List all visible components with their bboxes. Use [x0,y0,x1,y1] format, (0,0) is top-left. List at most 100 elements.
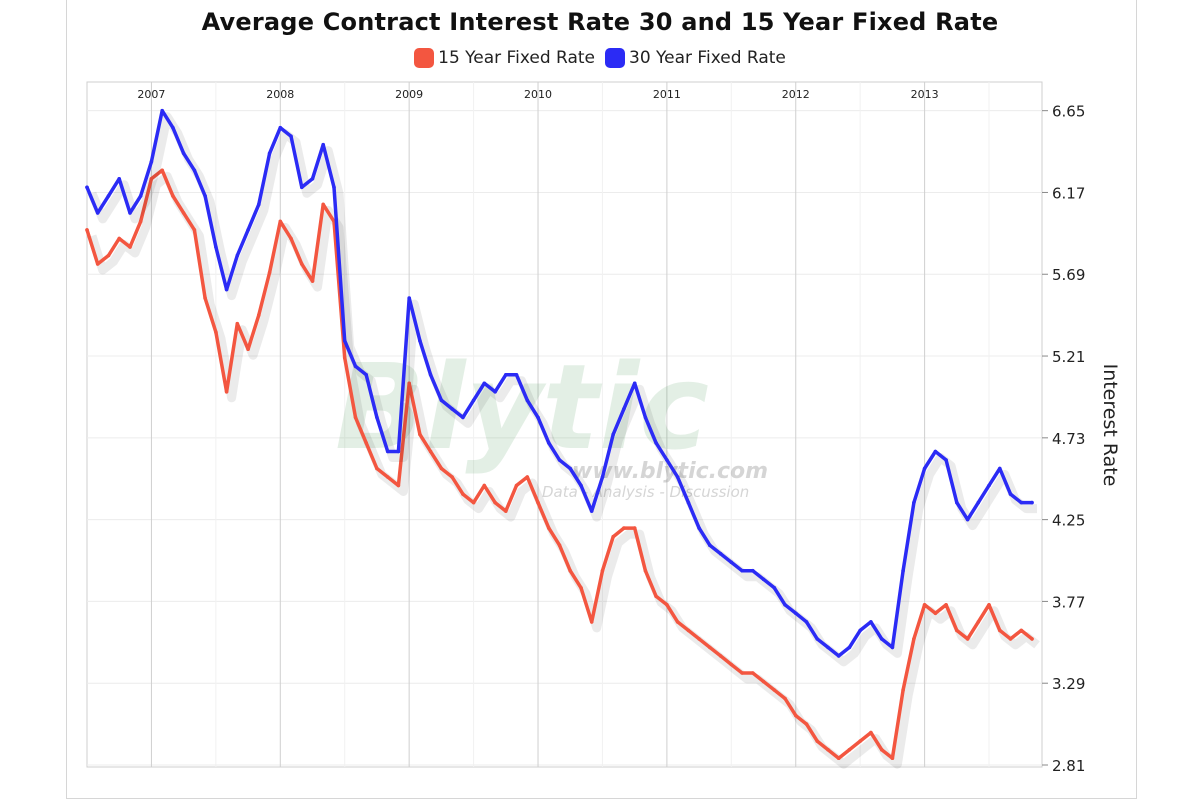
data-point[interactable] [149,177,154,181]
data-point[interactable] [998,628,1002,633]
data-point[interactable] [428,373,433,377]
data-point[interactable] [826,747,830,752]
data-point[interactable] [461,492,465,496]
data-point[interactable] [85,185,89,190]
data-point[interactable] [665,603,669,607]
data-point[interactable] [1019,628,1024,633]
data-point[interactable] [697,637,701,641]
data-point[interactable] [106,253,111,258]
data-point[interactable] [965,637,970,641]
data-point[interactable] [922,466,927,471]
data-point[interactable] [675,475,680,479]
data-point[interactable] [192,168,197,173]
data-point[interactable] [117,236,121,241]
data-point[interactable] [568,568,572,573]
data-point[interactable] [257,313,261,317]
data-point[interactable] [536,500,540,505]
data-point[interactable] [224,390,229,394]
data-point[interactable] [428,449,433,454]
data-point[interactable] [482,381,487,386]
data-point[interactable] [675,620,680,624]
data-point[interactable] [879,747,884,752]
data-point[interactable] [461,415,465,420]
data-point[interactable] [1030,637,1034,641]
data-point[interactable] [407,381,412,386]
data-point[interactable] [890,645,895,650]
data-point[interactable] [289,134,293,138]
data-point[interactable] [847,645,852,650]
data-point[interactable] [214,245,218,249]
data-point[interactable] [310,177,315,181]
data-point[interactable] [579,586,583,590]
data-point[interactable] [300,185,304,190]
data-point[interactable] [761,679,766,684]
data-point[interactable] [450,475,454,479]
data-point[interactable] [95,211,100,215]
data-point[interactable] [794,611,798,616]
data-point[interactable] [611,534,615,539]
data-point[interactable] [944,603,948,607]
data-point[interactable] [751,568,755,573]
data-point[interactable] [418,338,422,343]
data-point[interactable] [901,568,905,573]
data-point[interactable] [289,236,293,241]
data-point[interactable] [525,398,530,403]
data-point[interactable] [407,296,412,300]
data-point[interactable] [708,543,712,547]
data-point[interactable] [439,398,444,403]
data-point[interactable] [106,194,111,198]
data-point[interactable] [589,509,594,513]
data-point[interactable] [1019,500,1024,505]
data-point[interactable] [718,654,723,658]
data-point[interactable] [579,483,583,488]
data-point[interactable] [353,364,358,369]
data-point[interactable] [181,211,186,215]
data-point[interactable] [181,151,186,156]
data-point[interactable] [686,500,691,505]
data-point[interactable] [396,483,401,488]
data-point[interactable] [149,160,154,164]
data-point[interactable] [342,355,347,360]
data-point[interactable] [783,603,787,607]
data-point[interactable] [751,671,755,675]
data-point[interactable] [214,330,218,335]
data-point[interactable] [589,620,594,624]
data-point[interactable] [912,500,916,505]
data-point[interactable] [836,756,841,760]
data-point[interactable] [171,194,175,198]
data-point[interactable] [740,671,744,675]
data-point[interactable] [364,373,369,377]
data-point[interactable] [504,509,508,513]
data-point[interactable] [976,620,981,624]
data-point[interactable] [514,483,519,488]
data-point[interactable] [729,560,734,564]
data-point[interactable] [85,228,89,232]
data-point[interactable] [836,654,841,658]
data-point[interactable] [246,347,250,352]
data-point[interactable] [375,415,379,420]
data-point[interactable] [643,415,648,420]
data-point[interactable] [965,517,970,522]
data-point[interactable] [761,577,766,582]
data-point[interactable] [246,228,250,232]
data-point[interactable] [847,747,852,752]
data-point[interactable] [933,611,938,616]
data-point[interactable] [976,500,981,505]
data-point[interactable] [998,466,1002,471]
data-point[interactable] [600,568,605,573]
data-point[interactable] [1030,500,1034,505]
data-point[interactable] [267,151,272,156]
data-point[interactable] [632,526,637,530]
data-point[interactable] [525,475,530,479]
data-point[interactable] [224,287,229,292]
data-point[interactable] [203,194,207,198]
data-point[interactable] [332,185,336,190]
data-point[interactable] [353,415,358,420]
data-point[interactable] [557,458,562,462]
data-point[interactable] [203,296,207,300]
data-point[interactable] [117,177,121,181]
data-point[interactable] [321,202,326,207]
data-point[interactable] [879,637,884,641]
data-point[interactable] [364,441,369,445]
data-point[interactable] [138,219,143,224]
